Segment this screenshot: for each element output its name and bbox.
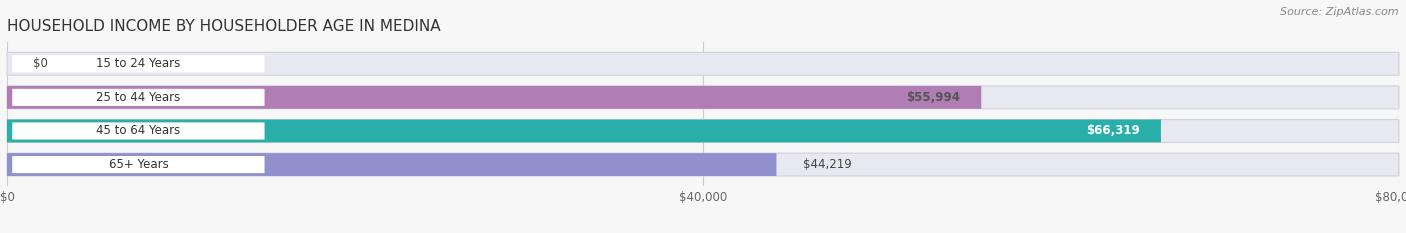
Text: $0: $0 [34,57,48,70]
Text: Source: ZipAtlas.com: Source: ZipAtlas.com [1281,7,1399,17]
Text: 45 to 64 Years: 45 to 64 Years [96,124,180,137]
FancyBboxPatch shape [7,120,1161,142]
FancyBboxPatch shape [7,86,981,109]
Text: 15 to 24 Years: 15 to 24 Years [96,57,180,70]
Text: 65+ Years: 65+ Years [108,158,169,171]
Text: HOUSEHOLD INCOME BY HOUSEHOLDER AGE IN MEDINA: HOUSEHOLD INCOME BY HOUSEHOLDER AGE IN M… [7,19,440,34]
Text: 25 to 44 Years: 25 to 44 Years [96,91,180,104]
FancyBboxPatch shape [7,120,1399,142]
FancyBboxPatch shape [13,89,264,106]
FancyBboxPatch shape [7,86,1399,109]
FancyBboxPatch shape [13,122,264,140]
Text: $55,994: $55,994 [907,91,960,104]
FancyBboxPatch shape [7,153,1399,176]
FancyBboxPatch shape [7,153,776,176]
Text: $66,319: $66,319 [1087,124,1140,137]
FancyBboxPatch shape [7,52,1399,75]
FancyBboxPatch shape [13,55,264,72]
FancyBboxPatch shape [13,156,264,173]
Text: $44,219: $44,219 [803,158,851,171]
